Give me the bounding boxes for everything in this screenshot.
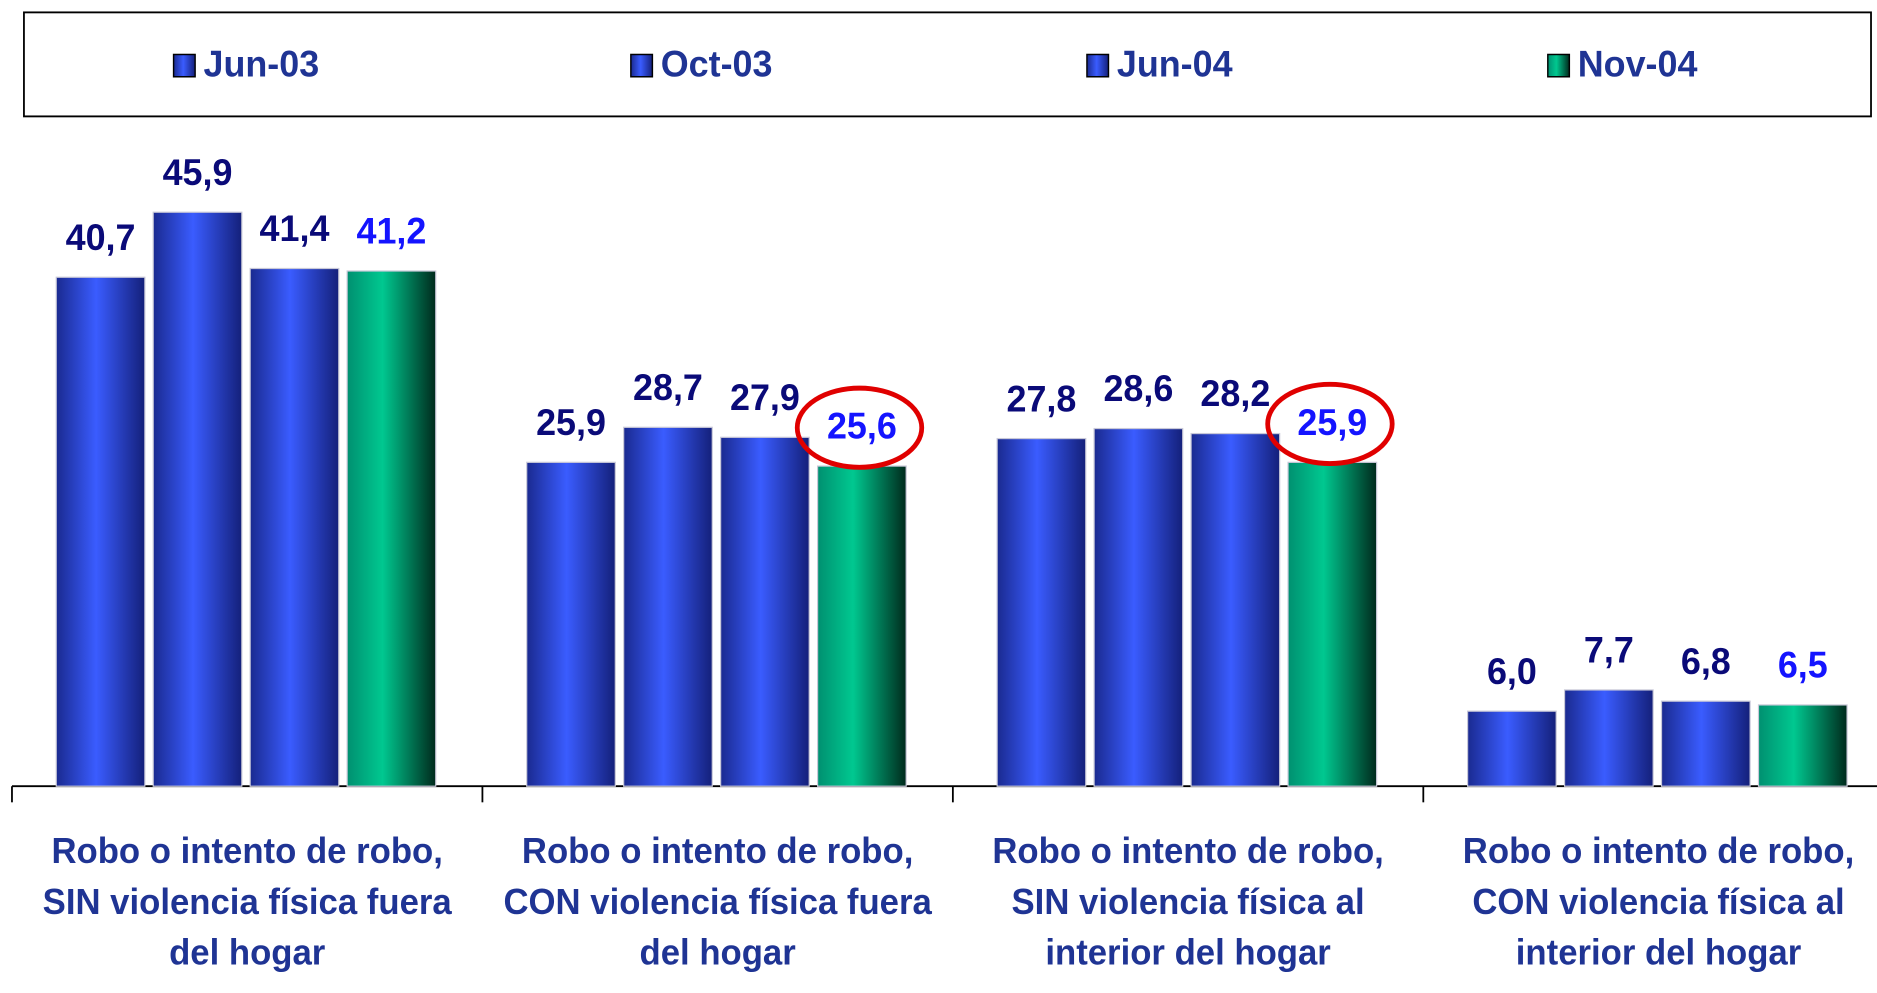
legend-label: Oct-03: [661, 43, 773, 85]
value-label: 40,7: [66, 216, 136, 258]
bar: [1467, 710, 1557, 787]
highlight-circle: [1265, 381, 1395, 467]
bar: [526, 461, 616, 787]
category-label-box: Robo o intento de robo, CON violencia fí…: [1462, 832, 1855, 974]
value-label: 45,9: [163, 151, 233, 193]
value-label: 25,9: [536, 401, 606, 443]
bar: [346, 270, 437, 787]
highlight-circle: [794, 385, 925, 470]
x-tick-label: Robo o intento de robo, CON violencia fí…: [503, 832, 932, 974]
legend-swatch: [630, 53, 654, 78]
value-label: 7,7: [1584, 629, 1634, 671]
bar: [1093, 427, 1184, 787]
value-label: 41,4: [260, 208, 331, 250]
bar: [623, 426, 713, 787]
bar: [1660, 700, 1751, 787]
value-label: 28,6: [1103, 368, 1173, 410]
value-label: 25,9: [1297, 401, 1367, 443]
value-label: 6,0: [1487, 650, 1537, 692]
legend-swatch: [172, 53, 196, 78]
value-label: 41,2: [357, 210, 427, 252]
value-label: 6,8: [1681, 640, 1731, 682]
bar: [816, 465, 907, 787]
legend-swatch: [1547, 53, 1571, 78]
bar: [1757, 704, 1848, 787]
bar: [249, 267, 340, 787]
bar: [996, 437, 1087, 787]
value-label: 28,2: [1200, 373, 1270, 415]
value-label: 28,7: [633, 366, 703, 408]
legend-swatch: [1086, 53, 1110, 78]
category-label-box: Robo o intento de robo, SIN violencia fí…: [42, 832, 452, 974]
x-tick-label: Robo o intento de robo, SIN violencia fí…: [42, 832, 452, 974]
value-label: 27,8: [1007, 378, 1077, 420]
bar: [1563, 689, 1654, 787]
legend-label: Nov-04: [1578, 43, 1698, 85]
x-tick-label: Robo o intento de robo, CON violencia fí…: [1462, 832, 1855, 974]
category-label-box: Robo o intento de robo, SIN violencia fí…: [992, 832, 1384, 974]
legend-label: Jun-04: [1117, 43, 1233, 85]
bar: [720, 436, 810, 787]
bar: [55, 276, 146, 787]
value-label: 6,5: [1778, 644, 1828, 686]
bar: [1287, 461, 1378, 787]
value-label: 25,6: [827, 405, 897, 447]
value-label: 27,9: [730, 376, 800, 418]
legend-label: Jun-03: [204, 43, 320, 85]
x-tick-label: Robo o intento de robo, SIN violencia fí…: [992, 832, 1384, 974]
category-label-box: Robo o intento de robo, CON violencia fí…: [503, 832, 932, 974]
bar: [152, 211, 243, 787]
bar: [1190, 432, 1281, 787]
